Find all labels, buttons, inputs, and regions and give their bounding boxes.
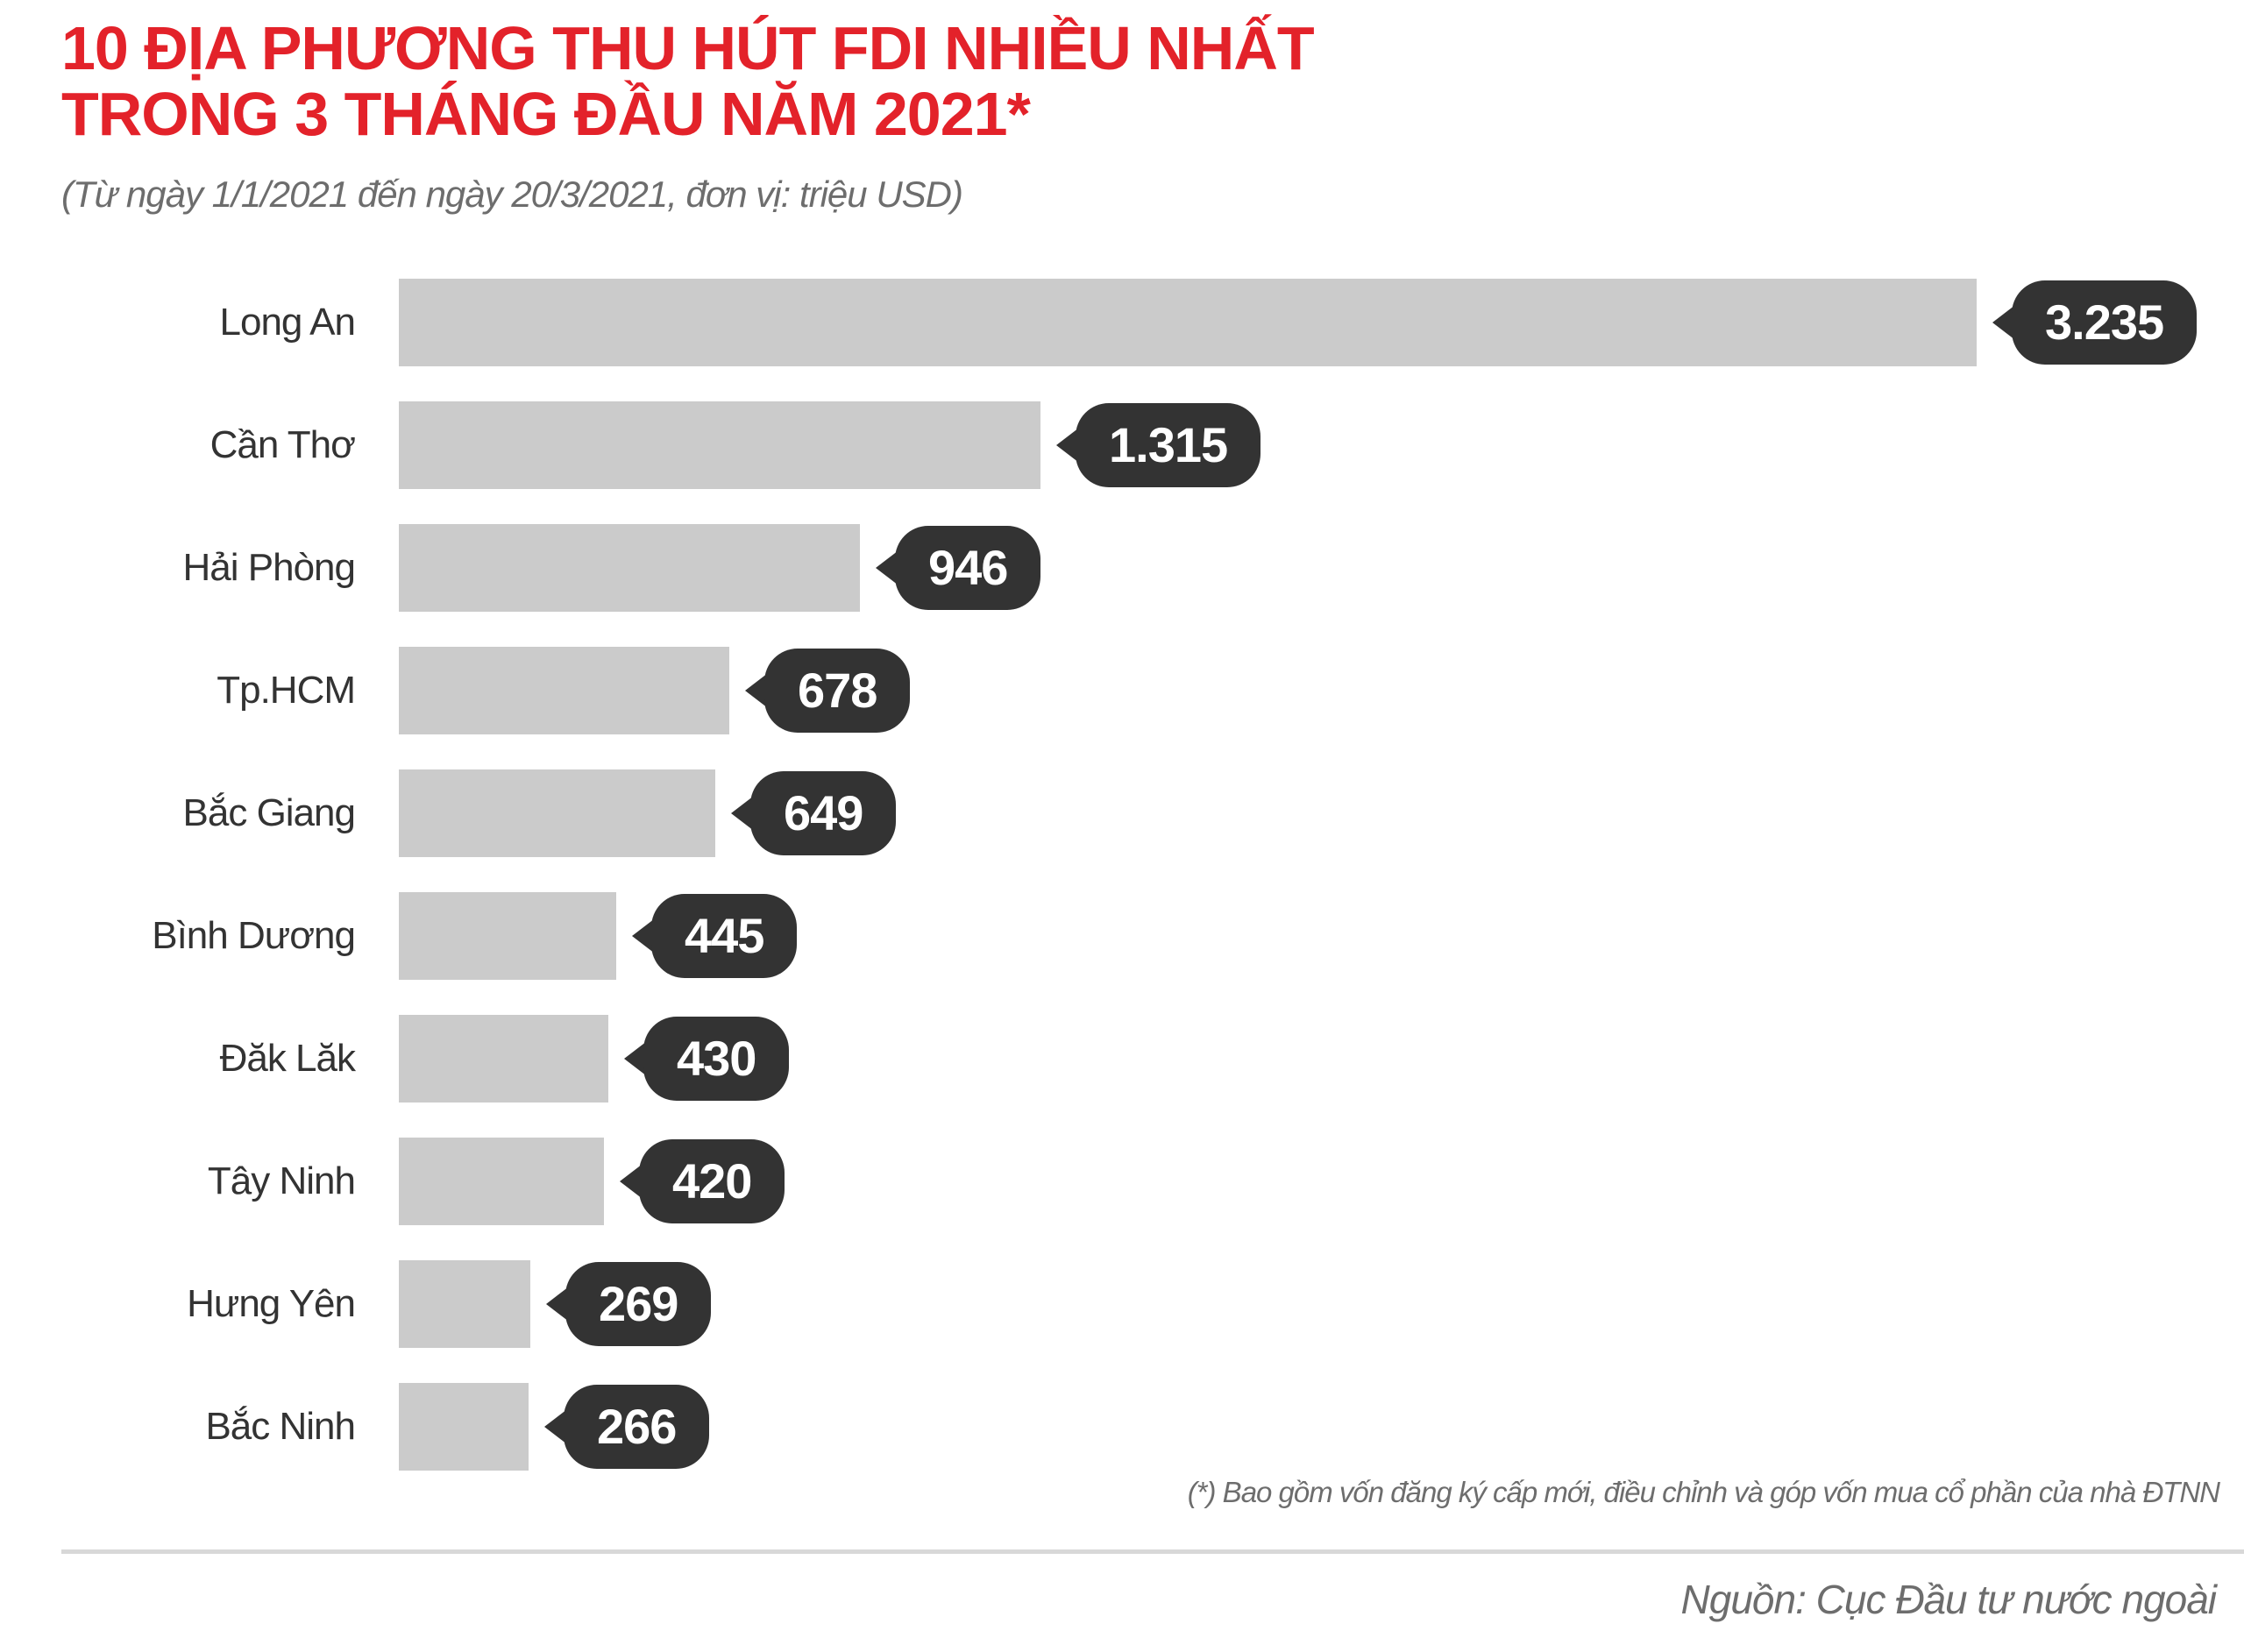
bar	[399, 891, 616, 980]
bar	[399, 1382, 529, 1471]
value-badge: 269	[546, 1261, 712, 1346]
value-badge: 3.235	[1992, 280, 2198, 365]
value-label: 269	[565, 1261, 712, 1346]
category-label: Hải Phòng	[182, 545, 356, 589]
bar	[399, 769, 715, 857]
chart-row: Long An 3.235	[0, 261, 2244, 384]
category-label: Hưng Yên	[187, 1281, 356, 1325]
value-badge: 420	[620, 1138, 785, 1223]
title-line-2: TRONG 3 THÁNG ĐẦU NĂM 2021*	[61, 79, 1031, 148]
bar	[399, 646, 729, 734]
chart-row: Bắc Giang 649	[0, 752, 2244, 875]
title-line-1: 10 ĐỊA PHƯƠNG THU HÚT FDI NHIỀU NHẤT	[61, 14, 1315, 82]
chart-row: Đăk Lăk 430	[0, 997, 2244, 1120]
value-badge: 946	[876, 525, 1041, 610]
value-label: 266	[564, 1384, 710, 1469]
source-credit: Nguồn: Cục Đầu tư nước ngoài	[1680, 1577, 2217, 1622]
bar	[399, 523, 860, 612]
value-badge: 445	[632, 893, 798, 978]
value-label: 678	[764, 648, 911, 733]
value-badge: 266	[544, 1384, 710, 1469]
header: 10 ĐỊA PHƯƠNG THU HÚT FDI NHIỀU NHẤT TRO…	[0, 0, 2244, 216]
category-label: Long An	[219, 300, 357, 344]
value-badge: 678	[745, 648, 911, 733]
chart-row: Bắc Ninh 266	[0, 1365, 2244, 1488]
category-label: Tp.HCM	[217, 668, 356, 712]
bar	[399, 1137, 604, 1225]
chart-row: Bình Dương 445	[0, 875, 2244, 997]
footnote: (*) Bao gồm vốn đăng ký cấp mới, điều ch…	[1187, 1476, 2220, 1508]
chart-row: Tp.HCM 678	[0, 629, 2244, 752]
value-label: 445	[651, 893, 798, 978]
category-label: Tây Ninh	[207, 1159, 356, 1202]
chart-row: Hưng Yên 269	[0, 1243, 2244, 1365]
bar	[399, 1014, 608, 1103]
category-label: Bình Dương	[152, 913, 356, 957]
chart-subtitle: (Từ ngày 1/1/2021 đến ngày 20/3/2021, đơ…	[61, 173, 963, 215]
category-label: Đăk Lăk	[219, 1036, 356, 1080]
chart-row: Cần Thơ 1.315	[0, 384, 2244, 507]
value-label: 3.235	[2012, 280, 2198, 365]
value-label: 1.315	[1076, 402, 1261, 487]
category-label: Bắc Giang	[182, 791, 356, 834]
value-badge: 649	[731, 770, 897, 855]
value-label: 420	[639, 1138, 785, 1223]
value-label: 430	[643, 1016, 790, 1101]
category-label: Cần Thơ	[209, 422, 356, 466]
category-label: Bắc Ninh	[205, 1404, 356, 1448]
value-label: 649	[750, 770, 897, 855]
page-title: 10 ĐỊA PHƯƠNG THU HÚT FDI NHIỀU NHẤT TRO…	[61, 16, 2244, 147]
bar	[399, 1259, 530, 1348]
bar	[399, 401, 1040, 489]
value-badge: 430	[624, 1016, 790, 1101]
value-badge: 1.315	[1056, 402, 1261, 487]
value-label: 946	[895, 525, 1041, 610]
chart-row: Tây Ninh 420	[0, 1120, 2244, 1243]
chart-rows: Long An 3.235 Cần Thơ 1.315 Hải Phòng 94…	[0, 261, 2244, 1488]
chart-row: Hải Phòng 946	[0, 507, 2244, 629]
bar	[399, 278, 1977, 366]
divider	[61, 1549, 2244, 1554]
